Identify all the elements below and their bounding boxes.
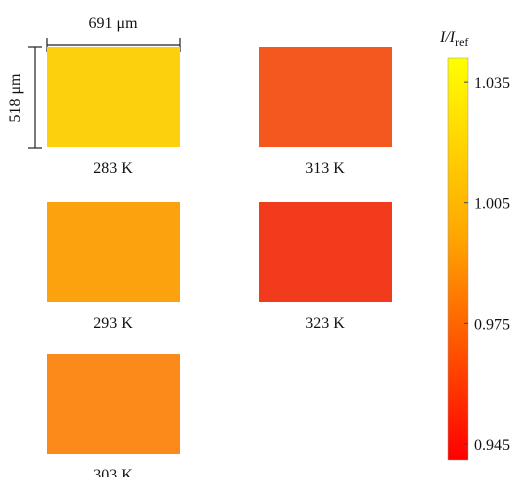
panel-label: 323 K [305, 315, 345, 332]
tick-label: 0.975 [474, 316, 510, 333]
width-label: 691 μm [88, 15, 138, 32]
tick-label: 1.035 [474, 75, 510, 92]
image-panel [259, 47, 392, 147]
label-main: I/I [439, 29, 456, 46]
colorbar-label: I/Iref [439, 29, 468, 49]
image-panel [47, 47, 180, 147]
tick-label: 0.945 [474, 437, 510, 454]
image-panel [47, 354, 180, 454]
panel-label: 313 K [305, 160, 345, 177]
height-label: 518 μm [7, 73, 24, 123]
label-sub: ref [455, 35, 468, 49]
panel-label: 303 K [93, 467, 133, 477]
image-panel [259, 202, 392, 302]
figure: 691 μm 518 μm I/Iref 283 K 293 K 303 K 313 … [0, 0, 526, 477]
tick-label: 1.005 [474, 196, 510, 213]
panel-label: 283 K [93, 160, 133, 177]
image-panel [47, 202, 180, 302]
panel-label: 293 K [93, 315, 133, 332]
colorbar [448, 58, 468, 460]
